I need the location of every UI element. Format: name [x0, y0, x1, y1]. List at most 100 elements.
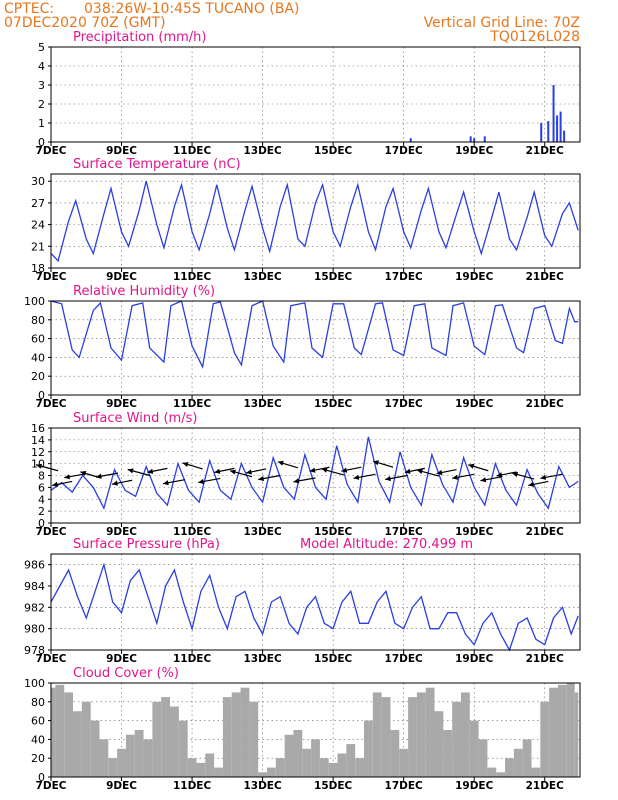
- cloud-cover-bar: [425, 687, 435, 777]
- x-tick-label: 13DEC: [243, 398, 282, 410]
- x-tick-label: 11DEC: [173, 398, 212, 410]
- x-tick-label: 19DEC: [455, 145, 494, 157]
- wind-arrow-head: [373, 460, 379, 466]
- y-tick-label: 60: [31, 715, 45, 728]
- wind-arrow-head: [277, 460, 284, 466]
- precip-bar: [409, 138, 412, 142]
- cloud-cover-bar: [540, 701, 550, 777]
- panel-title: Surface Pressure (hPa): [73, 537, 220, 552]
- x-tick-label: 17DEC: [385, 145, 424, 157]
- cloud-cover-bar: [363, 720, 373, 777]
- header-source: CPTEC:: [4, 1, 54, 17]
- wind-arrow-head: [163, 480, 169, 486]
- wind-arrow-head: [64, 474, 70, 480]
- y-tick-label: 2: [38, 505, 45, 518]
- cloud-cover-bar: [531, 767, 541, 777]
- wind-arrow-head: [341, 467, 348, 473]
- x-tick-label: 11DEC: [173, 271, 212, 283]
- x-tick-label: 21DEC: [526, 653, 565, 665]
- cloud-cover-bar: [522, 739, 532, 777]
- cloud-cover-bar: [205, 753, 215, 777]
- header-location: 038:26W-10:45S TUCANO (BA): [84, 1, 299, 17]
- cloud-cover-bar: [187, 758, 197, 777]
- cloud-cover-bar: [170, 706, 179, 777]
- panel-title: Surface Temperature (nC): [73, 157, 241, 172]
- plot-frame: [50, 46, 581, 143]
- cloud-cover-bar: [55, 684, 65, 777]
- cloud-cover-bar: [443, 730, 453, 777]
- y-tick-label: 10: [31, 458, 45, 471]
- plot-frame: [50, 682, 581, 778]
- x-tick-label: 11DEC: [173, 145, 212, 157]
- x-tick-label: 11DEC: [173, 526, 212, 538]
- cloud-cover-bar: [90, 720, 100, 777]
- x-tick-label: 7DEC: [36, 271, 67, 283]
- x-tick-label: 15DEC: [314, 780, 353, 792]
- panel-title: Surface Wind (m/s): [73, 411, 197, 426]
- wind-arrow-head: [127, 468, 134, 474]
- y-tick-label: 20: [31, 752, 45, 765]
- y-tick-label: 3: [38, 79, 45, 92]
- x-tick-label: 13DEC: [243, 271, 282, 283]
- cloud-cover-bar: [161, 697, 171, 777]
- wind-arrow-head: [198, 478, 205, 485]
- temp-line: [50, 181, 579, 263]
- cloud-cover-bar: [460, 692, 470, 777]
- wind-arrow-head: [480, 477, 487, 483]
- cloud-cover-bar: [478, 739, 488, 777]
- precip-bar: [473, 138, 476, 142]
- cloud-cover-bar: [549, 687, 558, 777]
- wind-arrow-head: [80, 470, 87, 476]
- y-tick-label: 0: [38, 136, 45, 149]
- wind-arrow-head: [496, 472, 503, 478]
- x-tick-label: 9DEC: [106, 145, 137, 157]
- header-run: 07DEC2020 70Z (GMT): [4, 15, 166, 31]
- panel-cloud: 0 20 40 60 80 100 7DEC 9DEC 11DEC 13DEC 15DEC 17DEC…: [24, 666, 581, 792]
- y-tick-label: 16: [31, 422, 45, 435]
- cloud-cover-bar: [81, 701, 91, 777]
- y-tick-label: 4: [38, 60, 45, 73]
- cloud-cover-bar: [399, 748, 409, 777]
- y-tick-label: 20: [31, 370, 45, 383]
- cloud-cover-bar: [267, 767, 276, 777]
- wind-arrow-head: [540, 474, 547, 480]
- precip-bar: [556, 115, 559, 142]
- x-tick-label: 15DEC: [314, 271, 353, 283]
- wind-arrow-head: [436, 469, 443, 476]
- y-tick-label: 100: [24, 677, 45, 690]
- cloud-cover-bar: [249, 701, 259, 777]
- precip-bar: [563, 130, 566, 142]
- y-tick-label: 5: [38, 41, 45, 54]
- x-tick-label: 11DEC: [173, 780, 212, 792]
- cloud-cover-bar: [372, 692, 382, 777]
- cloud-cover-bar: [143, 739, 153, 777]
- y-tick-label: 982: [24, 601, 45, 614]
- y-tick-label: 100: [24, 295, 45, 308]
- cloud-cover-bar: [505, 758, 514, 777]
- y-tick-label: 8: [38, 470, 45, 483]
- x-tick-label: 17DEC: [385, 398, 424, 410]
- x-tick-label: 7DEC: [36, 398, 67, 410]
- x-tick-label: 9DEC: [106, 398, 137, 410]
- wind-line: [50, 436, 579, 510]
- x-tick-label: 13DEC: [243, 780, 282, 792]
- precip-bar: [559, 111, 562, 142]
- cloud-cover-bar: [513, 748, 523, 777]
- y-tick-label: 40: [31, 733, 45, 746]
- cloud-cover-bar: [557, 684, 567, 777]
- y-tick-label: 21: [31, 240, 45, 253]
- wind-arrow-head: [96, 473, 102, 479]
- cloud-cover-bar: [64, 692, 74, 777]
- x-tick-label: 9DEC: [106, 526, 137, 538]
- panel-temp: 18 21 24 27 30 7DEC 9DEC 11DEC 13DEC 15DEC 17DEC 19…: [31, 157, 581, 283]
- y-tick-label: 80: [31, 314, 45, 327]
- cloud-cover-bar: [134, 730, 144, 777]
- cloud-cover-bar: [337, 753, 347, 777]
- y-tick-label: 18: [31, 262, 45, 275]
- panel-rh: 0 20 40 60 80 100 7DEC 9DEC 11DEC 13DEC 15DEC 17DEC…: [24, 284, 581, 410]
- cloud-cover-bar: [152, 701, 162, 777]
- rh-line: [50, 300, 579, 369]
- y-tick-label: 24: [31, 219, 45, 232]
- cloud-cover-bar: [178, 720, 188, 777]
